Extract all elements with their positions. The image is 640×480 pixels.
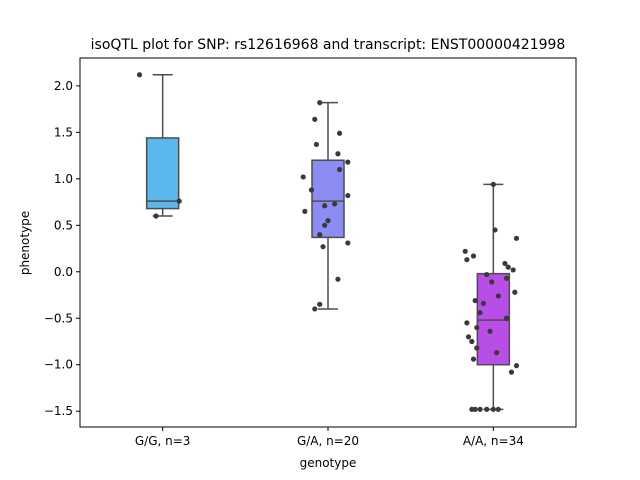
data-point (487, 328, 493, 334)
data-point (472, 406, 478, 412)
data-point (494, 350, 500, 356)
data-point (322, 222, 328, 228)
data-point (312, 116, 318, 122)
x-tick-label: G/A, n=20 (297, 434, 359, 448)
y-tick-label: 1.5 (54, 125, 73, 139)
chart-title: isoQTL plot for SNP: rs12616968 and tran… (91, 37, 566, 53)
data-point (464, 320, 470, 326)
data-point (510, 267, 516, 273)
data-point (335, 151, 341, 157)
x-tick-label: A/A, n=34 (463, 434, 524, 448)
data-point (505, 264, 511, 270)
data-point (335, 276, 341, 282)
data-point (320, 244, 326, 250)
data-point (490, 181, 496, 188)
data-point (317, 100, 323, 106)
data-point (462, 248, 468, 254)
data-point (495, 406, 501, 412)
data-point (513, 363, 520, 369)
data-point (317, 301, 323, 307)
data-point (464, 257, 470, 263)
y-tick-label: 2.0 (54, 79, 73, 93)
y-tick-label: 0.5 (54, 218, 73, 232)
box-iqr (145, 137, 180, 210)
y-tick-label: 1.0 (54, 172, 73, 186)
data-point (472, 297, 478, 304)
data-point (153, 213, 159, 219)
data-point (492, 227, 498, 233)
data-point (470, 356, 477, 362)
data-point (325, 218, 331, 224)
data-point (322, 203, 328, 209)
y-tick-label: −0.5 (44, 311, 73, 325)
box-group-1 (311, 101, 345, 310)
points-group-1 (300, 100, 351, 312)
data-point (300, 174, 306, 180)
x-axis-label: genotype (300, 456, 357, 470)
data-point (513, 235, 520, 241)
points-group-2 (462, 181, 520, 412)
data-point (477, 406, 483, 412)
data-point (332, 201, 338, 207)
data-point (302, 208, 308, 214)
box-iqr (311, 159, 345, 239)
y-tick-label: 0.0 (54, 265, 73, 279)
data-point (474, 324, 480, 331)
data-point (345, 192, 351, 199)
data-point (503, 275, 510, 281)
x-tick-label: G/G, n=3 (135, 434, 191, 448)
data-point (465, 334, 472, 340)
data-point (484, 406, 490, 412)
data-point (512, 289, 518, 295)
y-tick-label: −1.0 (44, 358, 73, 372)
data-point (480, 300, 487, 306)
data-point (136, 72, 143, 78)
box-group-0 (145, 73, 180, 217)
data-point (312, 306, 318, 312)
x-axis: G/G, n=3 G/A, n=20 A/A, n=34 (135, 427, 524, 448)
points-group-0 (136, 72, 182, 219)
data-point (490, 406, 496, 412)
data-point (502, 260, 508, 267)
data-point (345, 240, 351, 246)
data-point (484, 271, 490, 278)
plot-frame (79, 57, 577, 428)
y-axis: −1.5 −1.0 −0.5 0.0 0.5 1.0 1.5 2.0 (44, 79, 80, 418)
data-point (469, 338, 475, 345)
data-point (317, 231, 323, 238)
y-tick-label: −1.5 (44, 404, 73, 418)
data-point (489, 279, 495, 285)
box-iqr (476, 272, 511, 366)
data-point (313, 141, 320, 148)
y-axis-label: phenotype (18, 211, 32, 275)
data-point (477, 310, 483, 316)
box-group-2 (476, 183, 511, 411)
data-point (508, 369, 515, 375)
data-point (336, 166, 343, 173)
data-point (495, 293, 501, 299)
data-point (470, 253, 477, 259)
data-point (474, 345, 480, 351)
data-point (176, 198, 182, 204)
data-point (308, 187, 315, 193)
data-point (503, 315, 510, 321)
data-point (345, 159, 351, 165)
data-point (336, 130, 343, 136)
plot-area (136, 72, 520, 412)
